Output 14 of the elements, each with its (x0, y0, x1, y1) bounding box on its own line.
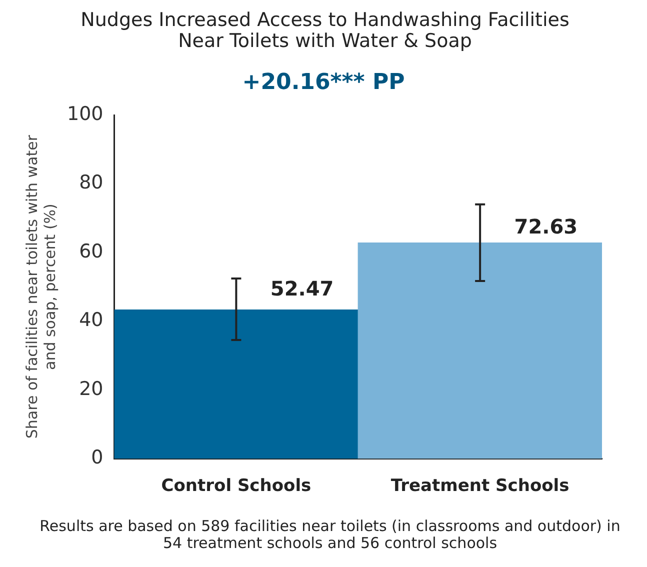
y-tick-label: 60 (79, 240, 104, 262)
annotation: 52.47 (270, 276, 334, 300)
y-tick-label: 80 (79, 172, 104, 194)
y-tick-label: 20 (79, 378, 104, 400)
y-tick-label: 40 (79, 309, 104, 332)
annotation: 72.63 (514, 214, 578, 239)
y-axis-title: Share of facilities near toilets with water and soap, percent (%) (22, 134, 59, 439)
chart-subtitle: +20.16*** PP (241, 70, 406, 95)
text: Results are based on 589 facilities near toilets (in classrooms and outdoor) in 54 treatment schools and 56 control schools (38, 517, 622, 552)
chart-title: Nudges Increased Access to Handwashing Facilities Near Toilets with Water & Soap (80, 9, 570, 52)
x-tick-label: Control Schools (161, 476, 312, 496)
y-tick-label: 100 (67, 102, 104, 125)
x-tick-label: Treatment Schools (390, 476, 570, 496)
y-tick-label: 0 (91, 446, 104, 469)
